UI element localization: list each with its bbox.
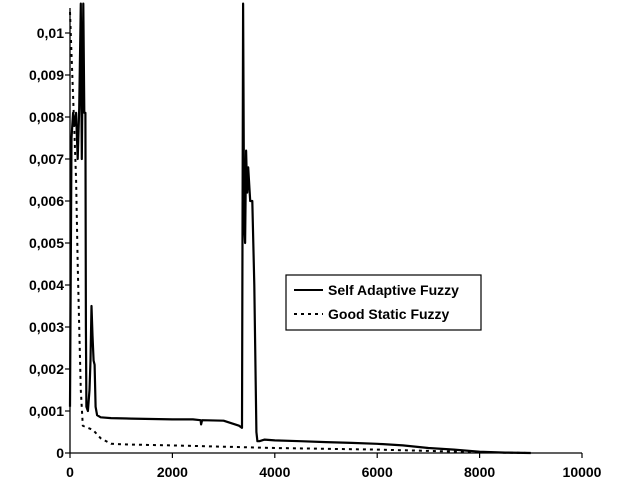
legend-box xyxy=(285,274,482,331)
y-tick-label: 0,002 xyxy=(29,361,64,377)
y-tick-label: 0,001 xyxy=(29,403,64,419)
y-axis: 0 0,001 0,002 0,003 0,004 0,005 0,006 0,007 0,00… xyxy=(29,8,71,461)
series-line-good-static xyxy=(69,11,531,454)
y-tick-label: 0,009 xyxy=(29,67,64,83)
y-tick-label: 0,007 xyxy=(29,151,64,167)
y-tick-label: 0,004 xyxy=(29,277,64,293)
legend-label-self-adaptive: Self Adaptive Fuzzy xyxy=(328,282,459,298)
x-tick-label: 10000 xyxy=(563,464,602,480)
x-axis: 0 2000 4000 6000 8000 10000 xyxy=(66,452,602,480)
y-tick-label: 0,003 xyxy=(29,319,64,335)
legend-label-good-static: Good Static Fuzzy xyxy=(328,306,450,322)
x-tick-label: 8000 xyxy=(464,464,495,480)
x-tick-label: 4000 xyxy=(259,464,290,480)
y-tick-label: 0,008 xyxy=(29,109,64,125)
series-line-self-adaptive xyxy=(68,2,531,455)
y-tick-label: 0,005 xyxy=(29,235,64,251)
x-tick-label: 0 xyxy=(66,464,74,480)
x-tick-label: 2000 xyxy=(157,464,188,480)
series-lines xyxy=(68,2,531,455)
y-tick-label: 0 xyxy=(56,445,64,461)
y-tick-label: 0,01 xyxy=(37,25,64,41)
x-tick-label: 6000 xyxy=(362,464,393,480)
legend: Self Adaptive Fuzzy Good Static Fuzzy xyxy=(285,274,482,331)
y-tick-label: 0,006 xyxy=(29,193,64,209)
